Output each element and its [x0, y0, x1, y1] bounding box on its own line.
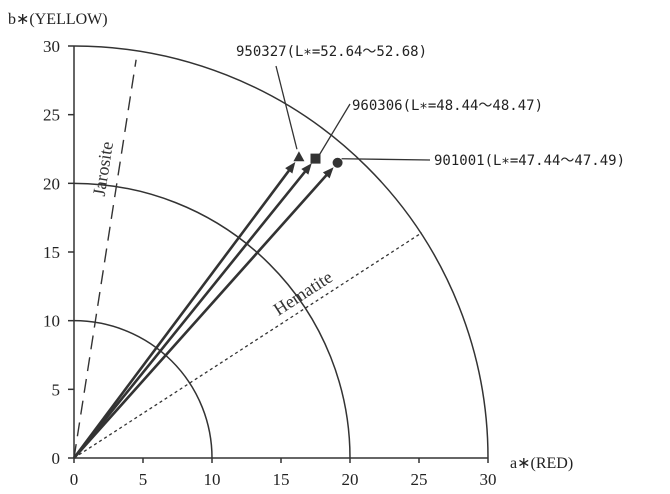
- x-tick-label-5: 5: [139, 470, 148, 489]
- vector-circle: [73, 172, 330, 459]
- x-tick-label-30: 30: [480, 470, 497, 489]
- arrowhead-circle: [322, 167, 334, 179]
- x-tick-label-25: 25: [411, 470, 428, 489]
- jarosite-label: Jarosite: [89, 140, 117, 197]
- x-tick-label-20: 20: [342, 470, 359, 489]
- leader-triangle: [275, 65, 298, 150]
- y-axis-label: b∗(YELLOW): [8, 11, 108, 28]
- annotation-square: 960306(L∗=48.44～48.47): [352, 98, 543, 114]
- chroma-arc-10: [73, 319, 213, 459]
- jarosite-line: [73, 59, 137, 459]
- vector-square: [72, 168, 308, 459]
- marker-triangle: [293, 151, 305, 162]
- marker-square: [310, 153, 321, 164]
- x-axis-label: a∗(RED): [510, 455, 573, 472]
- marker-circle: [332, 157, 343, 168]
- chroma-arc-30: [73, 45, 489, 459]
- leader-square: [318, 103, 351, 155]
- leader-circle: [341, 158, 431, 161]
- y-tick-label-10: 10: [43, 312, 60, 331]
- arrowhead-square: [301, 163, 312, 175]
- arrowhead-triangle: [285, 162, 296, 174]
- y-tick-label-0: 0: [52, 449, 61, 468]
- y-tick-label-30: 30: [43, 37, 60, 56]
- annotation-triangle: 950327(L∗=52.64～52.68): [236, 44, 427, 60]
- chroma-arc-20: [73, 182, 351, 459]
- annotation-circle: 901001(L∗=47.44～47.49): [434, 153, 625, 169]
- x-tick-label-0: 0: [70, 470, 79, 489]
- y-tick-label-20: 20: [43, 174, 60, 193]
- x-tick-label-10: 10: [204, 470, 221, 489]
- y-tick-label-15: 15: [43, 243, 60, 262]
- y-tick-label-25: 25: [43, 106, 60, 125]
- hematite-line: [73, 232, 423, 459]
- y-tick-label-5: 5: [52, 380, 61, 399]
- x-tick-label-15: 15: [273, 470, 290, 489]
- vector-triangle: [72, 167, 292, 459]
